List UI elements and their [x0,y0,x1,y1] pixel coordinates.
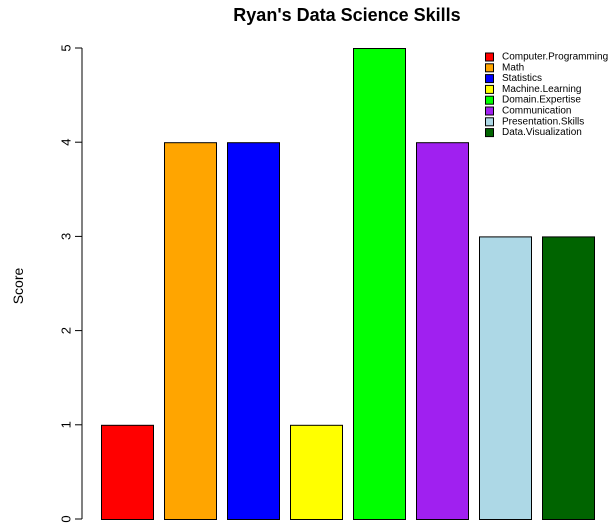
legend-swatch [485,106,494,116]
y-tick-label: 2 [59,327,74,334]
chart-title: Ryan's Data Science Skills [233,5,460,25]
bar-math [164,142,217,520]
bar-statistics [227,142,280,520]
legend-swatch [485,128,494,138]
legend-label: Statistics [502,73,542,84]
legend-label: Machine.Learning [502,84,582,95]
bar-domain-expertise [353,48,406,520]
y-tick-label: 1 [59,421,74,428]
legend-swatch [485,52,494,62]
legend-label: Communication [502,106,571,117]
legend-swatch [485,74,494,84]
legend-label: Computer.Programming [502,52,608,63]
y-axis: 0 1 2 3 4 5 [59,44,83,523]
bar-communication [416,142,469,520]
legend-swatch [485,95,494,105]
bars [101,48,595,520]
legend-label: Math [502,62,524,73]
legend-swatch [485,63,494,73]
bar-computer-programming [101,424,154,520]
y-tick-label: 3 [59,233,74,240]
legend: Computer.ProgrammingMathStatisticsMachin… [485,52,608,138]
y-tick-label: 4 [59,139,74,146]
bar-machine-learning [290,424,343,520]
bar-presentation-skills [479,236,532,520]
legend-swatch [485,84,494,94]
bar-data-visualization [542,236,595,520]
y-tick-label: 5 [59,44,74,51]
y-tick-label: 0 [59,515,74,522]
y-axis-label: Score [10,268,26,305]
legend-label: Presentation.Skills [502,116,584,127]
legend-swatch [485,117,494,127]
legend-label: Data.Visualization [502,127,582,138]
legend-label: Domain.Expertise [502,95,581,106]
